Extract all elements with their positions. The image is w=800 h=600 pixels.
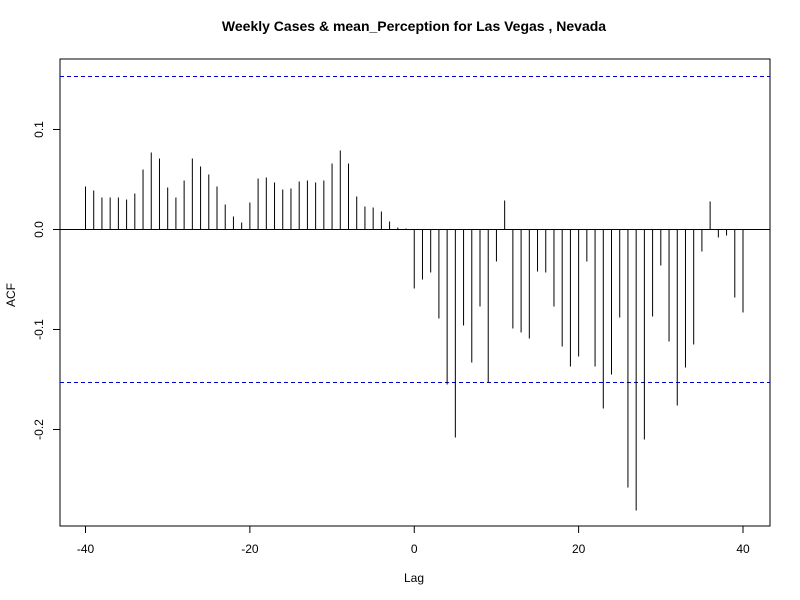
plot-frame (59, 58, 771, 527)
x-tick-label: 20 (572, 542, 586, 556)
plot-area: -40 -20 0 20 40 -0.2 -0.1 0.0 0.1 (32, 58, 771, 556)
y-axis-label: ACF (4, 283, 18, 307)
x-tick-label: -40 (77, 542, 95, 556)
y-tick-label: -0.2 (32, 419, 46, 440)
y-tick-label: -0.1 (32, 319, 46, 340)
x-tick-label: 0 (411, 542, 418, 556)
chart-title: Weekly Cases & mean_Perception for Las V… (222, 18, 606, 34)
x-axis-label: Lag (404, 571, 424, 585)
y-tick-label: 0.1 (32, 121, 46, 138)
x-tick-label: 40 (736, 542, 750, 556)
y-tick-label: 0.0 (32, 221, 46, 238)
x-tick-label: -20 (241, 542, 259, 556)
